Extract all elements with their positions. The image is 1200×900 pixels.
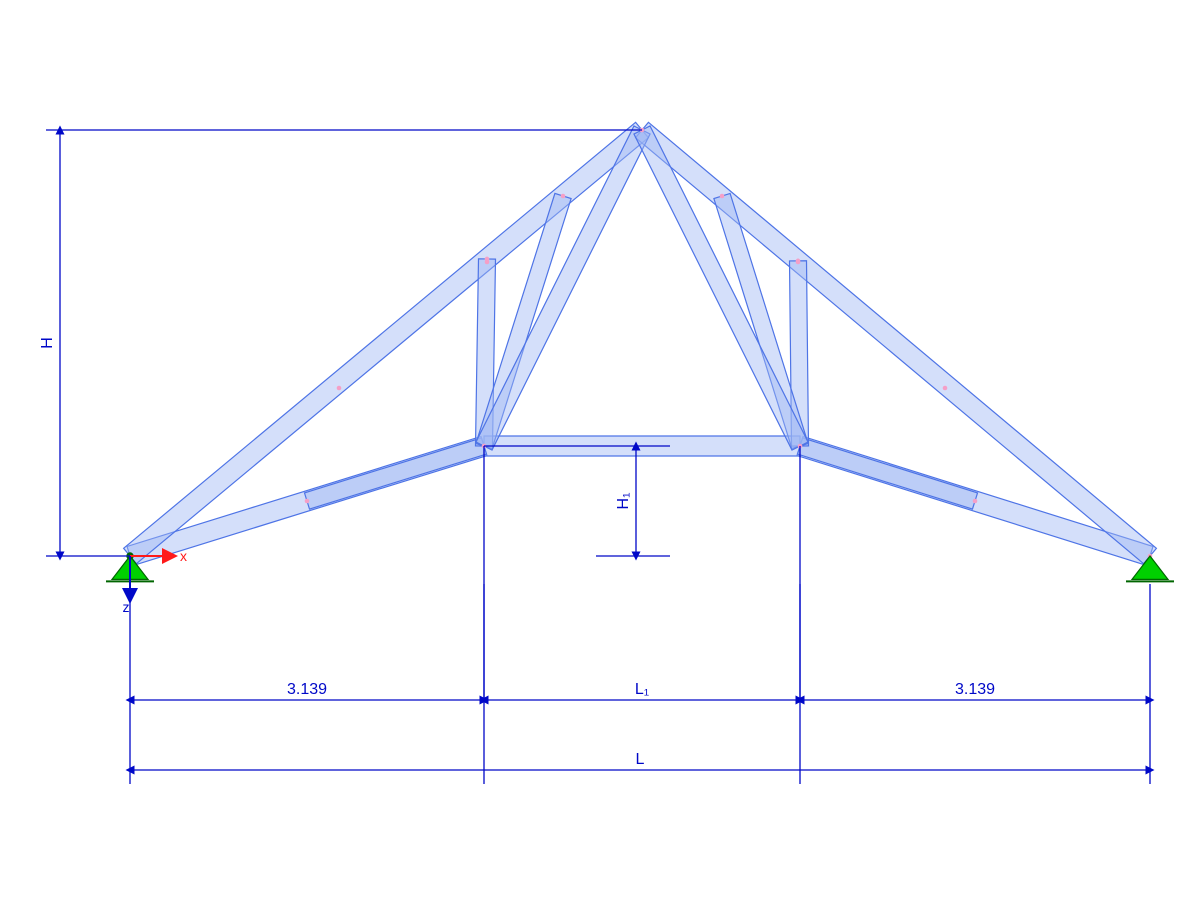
dim-seg-mid: L₁: [484, 681, 800, 700]
dim-height-label: H: [39, 337, 56, 349]
nodes: [128, 128, 1153, 559]
dim-height: H: [39, 130, 60, 556]
axis-x-label: x: [180, 548, 187, 564]
dim-seg-right-label: 3.139: [955, 681, 995, 698]
dim-total: L: [130, 751, 1150, 770]
dim-seg-left: 3.139: [130, 681, 484, 700]
truss-members: [124, 122, 1157, 565]
dim-seg-mid-label: L₁: [635, 681, 649, 698]
dim-seg-right: 3.139: [800, 681, 1150, 700]
axis-z-label: z: [123, 599, 130, 615]
dim-height1-label: H₁: [615, 493, 632, 510]
dim-total-label: L: [636, 751, 645, 768]
dim-seg-left-label: 3.139: [287, 681, 327, 698]
truss-diagram: x z 3.139 L₁ 3.139 L H H₁: [0, 0, 1200, 900]
dim-height1: H₁: [615, 446, 636, 556]
supports: [106, 556, 1174, 581]
